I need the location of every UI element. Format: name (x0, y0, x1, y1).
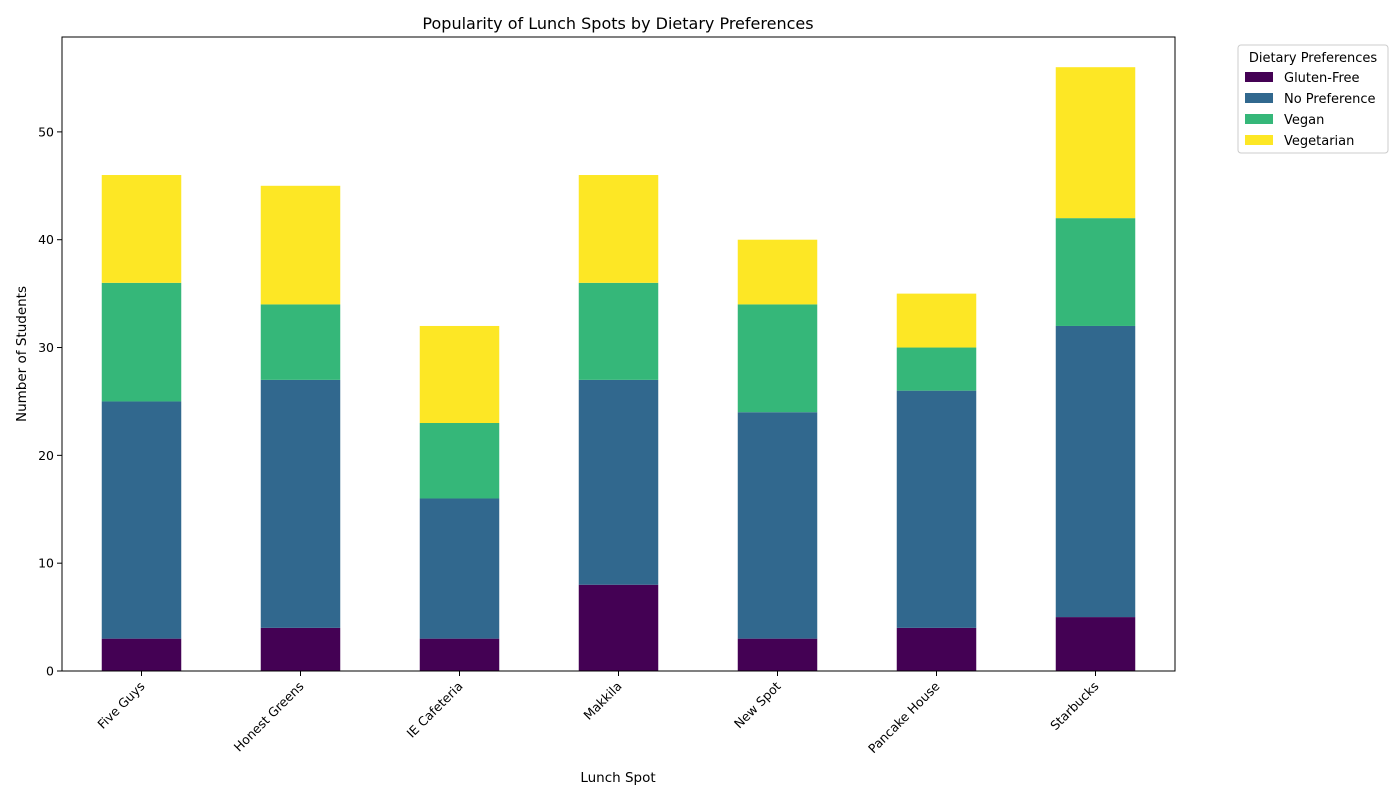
legend-swatch-gluten-free (1245, 72, 1273, 82)
bar-no-preference-pancake-house (896, 390, 977, 628)
bar-vegan-makkila (578, 282, 659, 380)
bar-vegan-five-guys (101, 282, 182, 402)
legend-items: Gluten-Free No Preference Vegan Vegetarian (1245, 71, 1376, 149)
bar-vegan-starbucks (1055, 218, 1136, 326)
bar-vegetarian-ie-cafeteria (419, 325, 500, 424)
bar-gluten-free-pancake-house (896, 627, 977, 671)
bar-vegetarian-pancake-house (896, 293, 977, 348)
bar-gluten-free-honest-greens (260, 627, 341, 671)
legend-label-no-preference: No Preference (1284, 92, 1376, 107)
x-tick-label: Honest Greens (231, 679, 307, 755)
legend-frame (1237, 44, 1389, 154)
x-tick-label: New Spot (731, 678, 784, 731)
x-tick-label: Makkila (580, 679, 624, 723)
bar-no-preference-starbucks (1055, 325, 1136, 618)
legend-label-vegan: Vegan (1284, 113, 1324, 128)
y-tick-label: 20 (38, 448, 54, 463)
bar-gluten-free-ie-cafeteria (419, 638, 500, 671)
legend-title: Dietary Preferences (1249, 51, 1378, 66)
bar-vegetarian-makkila (578, 175, 659, 283)
bar-vegetarian-starbucks (1055, 67, 1136, 219)
legend: Dietary Preferences Gluten-Free No Prefer… (1237, 44, 1389, 154)
plot-frame (61, 36, 1176, 672)
x-axis: Five Guys Honest Greens IE Cafeteria Makkil… (94, 671, 1102, 756)
bar-gluten-free-new-spot (737, 638, 818, 671)
bar-vegetarian-honest-greens (260, 185, 341, 305)
bar-no-preference-honest-greens (260, 379, 341, 628)
bars-group (101, 67, 1136, 671)
y-tick-label: 50 (38, 124, 54, 139)
legend-label-gluten-free: Gluten-Free (1284, 71, 1360, 86)
bar-vegan-ie-cafeteria (419, 423, 500, 499)
bar-no-preference-ie-cafeteria (419, 498, 500, 639)
legend-swatch-vegetarian (1245, 135, 1273, 145)
legend-swatch-vegan (1245, 114, 1273, 124)
bar-no-preference-five-guys (101, 401, 182, 639)
y-tick-label: 30 (38, 340, 54, 355)
x-axis-title: Lunch Spot (580, 770, 655, 786)
x-tick-label: IE Cafeteria (403, 679, 465, 741)
bar-no-preference-new-spot (737, 412, 818, 639)
bar-gluten-free-starbucks (1055, 617, 1136, 671)
y-tick-label: 10 (38, 556, 54, 571)
y-tick-label: 0 (46, 664, 54, 679)
x-tick-label: Starbucks (1047, 679, 1102, 734)
bar-vegan-pancake-house (896, 347, 977, 391)
legend-label-vegetarian: Vegetarian (1284, 134, 1354, 149)
bar-no-preference-makkila (578, 379, 659, 585)
bar-vegan-new-spot (737, 304, 818, 413)
x-tick-label: Pancake House (865, 678, 943, 756)
y-axis-title: Number of Students (14, 286, 30, 422)
bar-gluten-free-makkila (578, 584, 659, 671)
x-tick-label: Five Guys (94, 679, 147, 732)
bar-gluten-free-five-guys (101, 638, 182, 671)
bar-vegetarian-new-spot (737, 239, 818, 305)
legend-swatch-no-preference (1245, 93, 1273, 103)
chart-title: Popularity of Lunch Spots by Dietary Pre… (422, 14, 813, 33)
y-tick-label: 40 (38, 232, 54, 247)
bar-vegan-honest-greens (260, 304, 341, 380)
bar-vegetarian-five-guys (101, 175, 182, 283)
y-axis: 0 10 20 30 40 50 (38, 124, 62, 679)
